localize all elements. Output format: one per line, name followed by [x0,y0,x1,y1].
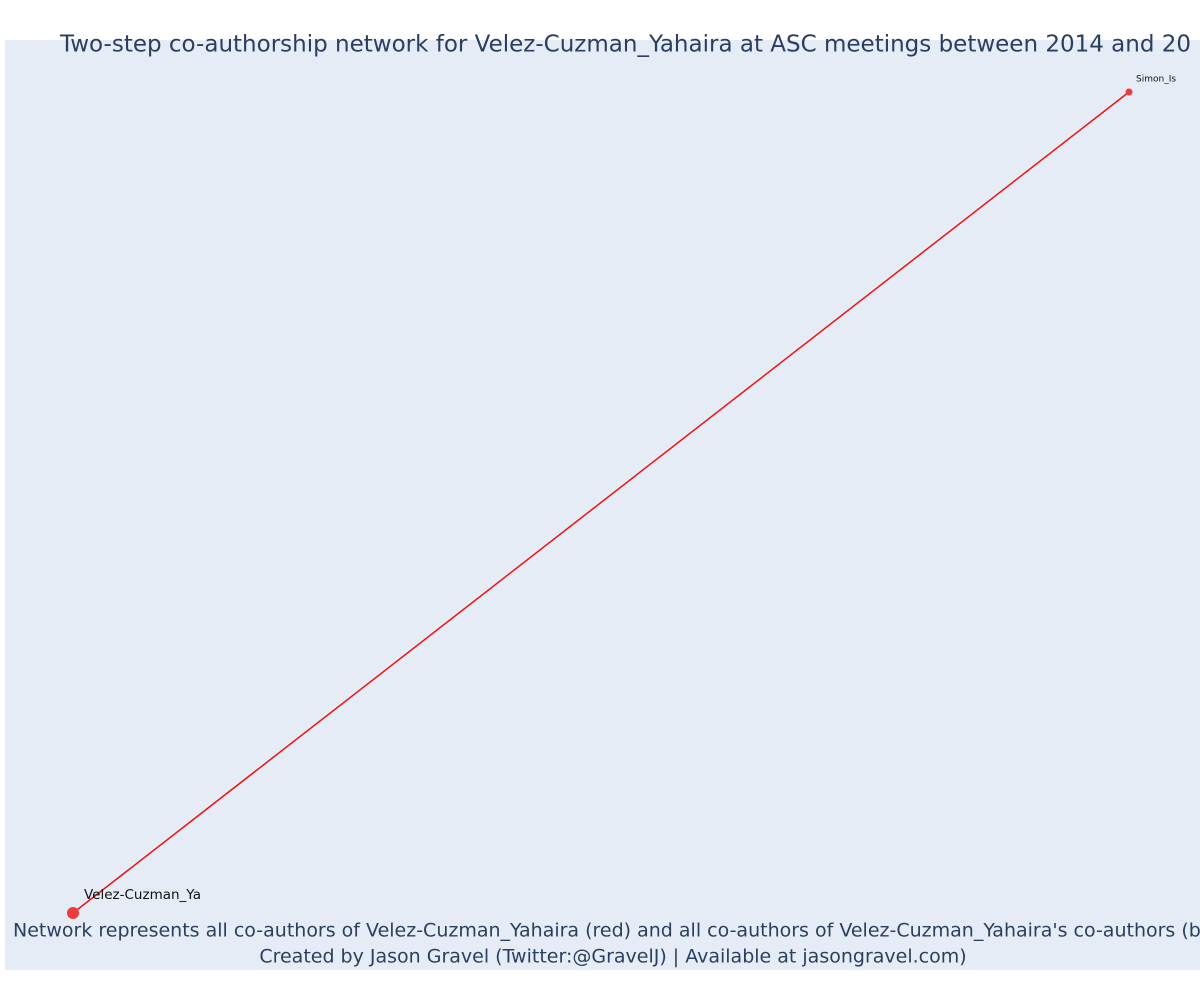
node [1125,88,1133,96]
edge [72,91,1130,914]
node-label: Simon_Is [1136,75,1176,85]
node-label: Velez-Cuzman_Ya [84,887,201,903]
caption-line: Network represents all co-authors of Vel… [13,920,1200,942]
node [67,907,79,919]
plot-background [5,40,1200,970]
title: Two-step co-authorship network for Velez… [59,32,1191,58]
caption-line: Created by Jason Gravel (Twitter:@Gravel… [259,946,966,968]
